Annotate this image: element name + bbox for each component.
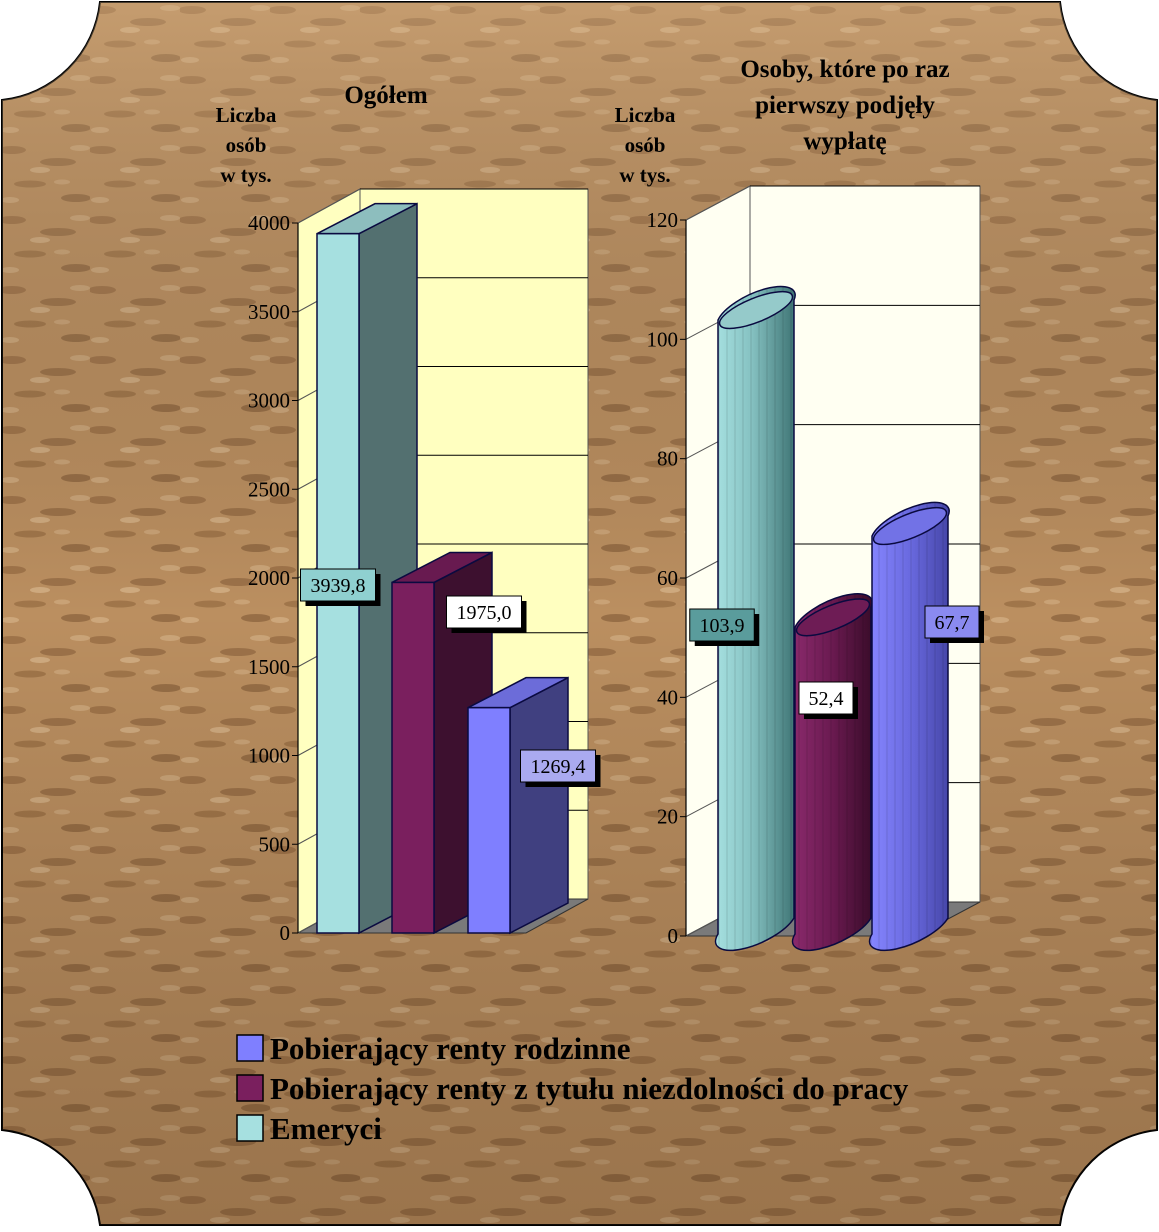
data-label-emeryci-box [689,608,755,642]
y-tick-label: 120 [647,208,679,232]
legend-item-niezdolnosc: Pobierający renty z tytułu niezdolności … [236,1071,909,1106]
data-label-rodzinne: 67,7 [924,605,984,643]
legend-label: Pobierający renty z tytułu niezdolności … [270,1071,909,1106]
y-tick-label: 1000 [248,744,290,768]
data-label-rodzinne: 1269,4 [520,749,601,787]
chart-total-ylabel-line-0: Liczba [216,103,277,127]
data-label-rodzinne-box [924,605,980,639]
y-tick-label: 20 [657,805,678,829]
data-label-emeryci-text: 3939,8 [311,575,366,597]
legend-label: Pobierający renty rodzinne [270,1031,630,1066]
data-label-niezdolnosc: 52,4 [798,681,858,719]
legend-item-emeryci: Emeryci [236,1111,382,1146]
data-label-rodzinne-text: 1269,4 [531,756,586,778]
y-tick-label: 60 [657,566,678,590]
data-label-rodzinne-box [520,749,596,783]
data-label-niezdolnosc-text: 1975,0 [457,602,512,624]
bar-rodzinne [467,676,569,935]
chart-first-title-line-0: Osoby, które po raz [740,56,949,83]
cylinder-top [718,290,794,330]
data-label-emeryci-text: 103,9 [700,615,745,637]
bar-rodzinne [868,501,950,952]
y-tick-label: 1500 [248,655,290,679]
data-label-emeryci: 103,9 [689,608,760,646]
legend-swatch [236,1074,264,1102]
cylinder-top [795,598,871,637]
gridline-side [685,185,751,221]
chart-total-ylabel-line-2: w tys. [220,163,271,187]
y-tick-label: 100 [647,327,679,351]
data-label-rodzinne-text: 67,7 [935,612,970,634]
y-tick-label: 2500 [248,477,290,501]
y-tick-label: 4000 [248,211,290,235]
legend: Pobierający renty rodzinne Pobierający re… [236,1031,909,1146]
chart-first-ylabel-line-2: w tys. [619,163,670,187]
y-tick-label: 80 [657,447,678,471]
y-tick-label: 40 [657,685,678,709]
chart-total-ylabel-line-1: osób [226,133,267,157]
chart-first-title-line-2: wypłatę [803,128,886,155]
y-tick-label: 3000 [248,389,290,413]
chart-total: Ogółem Liczba osób w tys. 0 500 1000 1500 2000 25… [216,82,601,945]
data-label-emeryci-box [300,568,376,602]
legend-label: Emeryci [270,1111,382,1146]
legend-swatch [236,1034,264,1062]
data-label-niezdolnosc-text: 52,4 [809,688,844,710]
y-tick-label: 500 [259,832,291,856]
gridline-side [297,188,361,224]
data-label-niezdolnosc-box [446,595,522,629]
cylinder-flutes [869,502,950,951]
y-tick-label: 3500 [248,300,290,324]
cylinder-top [872,506,948,546]
bar-front [467,706,511,934]
chart-first-ylabel-line-1: osób [625,133,666,157]
legend-item-rodzinne: Pobierający renty rodzinne [236,1031,630,1066]
y-tick-label: 2000 [248,566,290,590]
chart-first-ylabel-line-0: Liczba [615,103,676,127]
chart-first-payment: Osoby, które po raz pierwszy podjęły wypła… [615,56,984,952]
bar-niezdolnosc [791,593,873,952]
data-label-niezdolnosc-box [798,681,854,715]
data-label-emeryci: 3939,8 [300,568,381,606]
y-tick-label: 0 [280,921,291,945]
cylinder-flutes [792,593,873,951]
legend-swatch [236,1114,264,1142]
bar-side [509,676,569,935]
chart-first-title-line-1: pierwszy podjęły [755,92,935,119]
y-tick-label: 0 [668,924,679,948]
data-label-niezdolnosc: 1975,0 [446,595,527,633]
bar-front [391,581,435,934]
chart-total-title-line-0: Ogółem [344,82,427,109]
bar-niezdolnosc [391,551,493,935]
